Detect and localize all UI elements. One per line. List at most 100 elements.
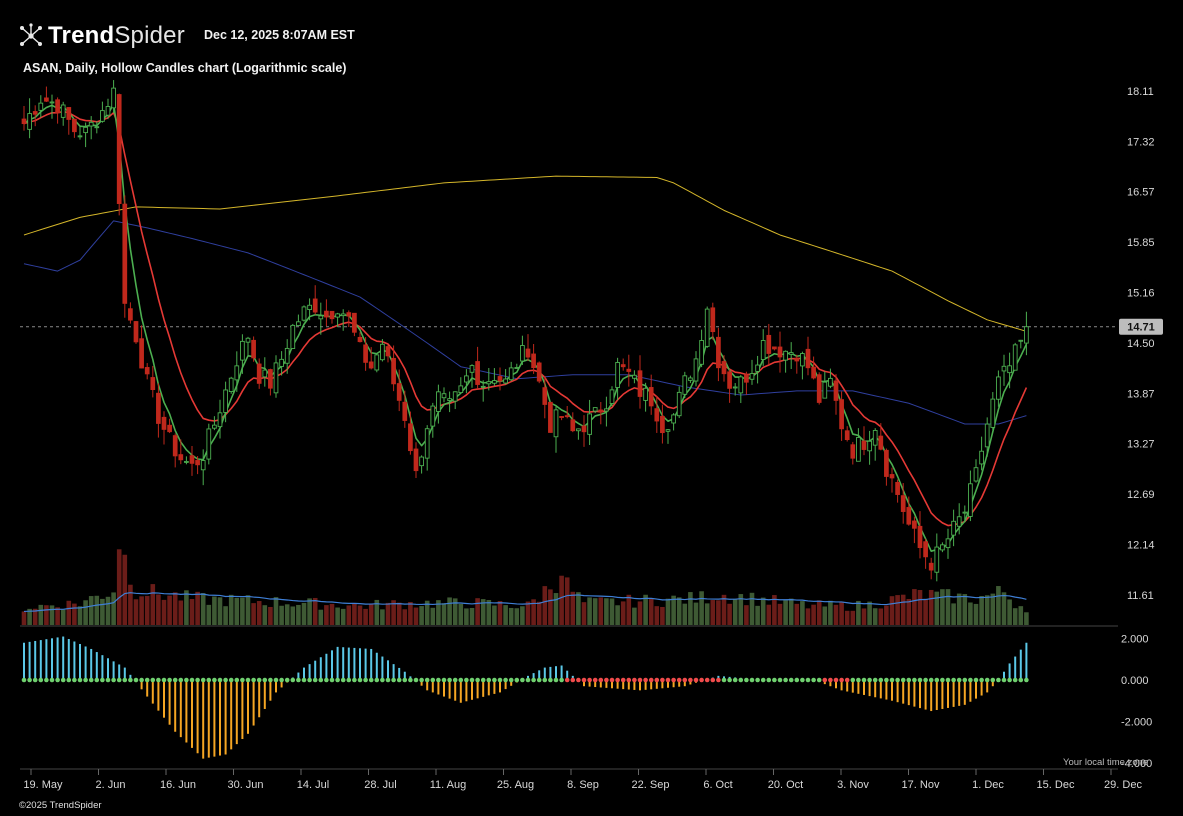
volume-bar: [424, 600, 430, 625]
oscillator-dot: [469, 677, 475, 683]
oscillator-dot: [396, 677, 402, 683]
oscillator-dot: [766, 677, 772, 683]
volume-bar: [839, 601, 844, 625]
oscillator-dot: [139, 677, 144, 683]
candle: [1018, 339, 1024, 349]
candle: [548, 401, 553, 433]
oscillator-dot: [693, 677, 699, 683]
volume-bar: [83, 600, 88, 625]
candle-body: [116, 94, 122, 204]
candle-body: [430, 405, 436, 427]
candle-body: [900, 495, 906, 512]
oscillator-dot: [514, 677, 520, 683]
candle-body: [755, 364, 760, 372]
candle-body: [245, 337, 251, 343]
candle: [1012, 342, 1018, 371]
candle: [660, 404, 665, 444]
volume-bar: [122, 554, 128, 625]
candle: [996, 370, 1001, 407]
oscillator-dot: [749, 677, 755, 683]
oscillator-dot: [945, 677, 951, 683]
candle: [884, 448, 889, 486]
volume-bar: [335, 607, 340, 625]
axes: 18.11 17.32 16.57 15.85 15.16 14.50 13.87 13.27…: [20, 86, 1163, 791]
y-tick-label: 12.14: [1127, 539, 1155, 551]
candle: [811, 356, 816, 380]
volume-bar: [363, 608, 368, 625]
volume-bar: [184, 590, 189, 625]
volume-bar: [497, 601, 503, 625]
candle-body: [83, 126, 88, 134]
oscillator-dot: [671, 677, 676, 683]
candle-body: [632, 374, 637, 379]
oscillator-dot: [167, 677, 172, 683]
oscillator-dot: [357, 677, 363, 683]
volume-bar: [240, 597, 245, 625]
oscillator-dot: [296, 677, 301, 683]
candle-body: [55, 99, 60, 114]
oscillator-tick-label: -2.000: [1121, 716, 1152, 728]
oscillator-dot: [116, 677, 122, 683]
y-tick-label: 12.69: [1127, 489, 1155, 501]
moving-averages: [23, 102, 1028, 553]
candle-body: [520, 345, 525, 362]
candle-body: [732, 386, 738, 389]
x-tick-label: 19. May: [23, 779, 63, 791]
oscillator-dot: [990, 677, 996, 683]
volume-bar: [755, 605, 760, 625]
candle-body: [251, 339, 256, 359]
oscillator-dot: [520, 677, 525, 683]
volume-bar: [324, 605, 329, 625]
volume-bar: [340, 608, 346, 625]
candle-body: [436, 391, 441, 412]
oscillator-dot: [772, 677, 777, 683]
y-tick-label: 15.16: [1127, 288, 1155, 300]
oscillator-dot: [458, 677, 464, 683]
candle: [167, 418, 172, 434]
candle: [206, 423, 212, 465]
oscillator-dot: [1001, 677, 1007, 683]
candle-body: [27, 113, 32, 130]
candle-body: [464, 375, 469, 383]
oscillator-dot: [503, 677, 508, 683]
oscillator-dot: [744, 677, 749, 683]
candle: [828, 368, 833, 389]
oscillator-dot: [755, 677, 760, 683]
x-tick-label: 14. Jul: [297, 779, 329, 791]
candle: [44, 86, 49, 102]
candle: [693, 351, 699, 387]
candle-body: [856, 437, 861, 462]
volume-bar: [55, 607, 60, 625]
candle-body: [609, 389, 615, 404]
candle-body: [167, 424, 172, 433]
candle: [480, 380, 486, 402]
oscillator-dot: [794, 677, 800, 683]
volume-bar: [1007, 599, 1012, 625]
candle-body: [94, 126, 100, 129]
candle-body: [559, 416, 564, 418]
volume-bar: [245, 595, 251, 625]
volume-bar: [329, 603, 335, 625]
volume-bar: [88, 596, 94, 625]
candle-body: [368, 361, 374, 369]
candle: [923, 538, 928, 569]
oscillator-dot: [816, 677, 822, 683]
oscillator-dot: [391, 677, 396, 683]
candle: [755, 355, 760, 384]
candle-body: [889, 474, 895, 479]
volume-bar: [525, 601, 531, 625]
candle: [794, 354, 800, 374]
oscillator-dot: [374, 677, 380, 683]
volume-bar: [940, 589, 945, 625]
local-time-label[interactable]: Your local time zone: [1063, 757, 1149, 768]
candle-body: [637, 370, 643, 397]
candle-body: [296, 321, 301, 327]
volume-bar: [822, 606, 828, 625]
candle-body: [738, 376, 744, 394]
candle: [844, 426, 850, 442]
candle: [307, 298, 312, 321]
volume-bar: [234, 597, 240, 625]
oscillator-dot: [385, 677, 391, 683]
candle: [928, 557, 934, 580]
